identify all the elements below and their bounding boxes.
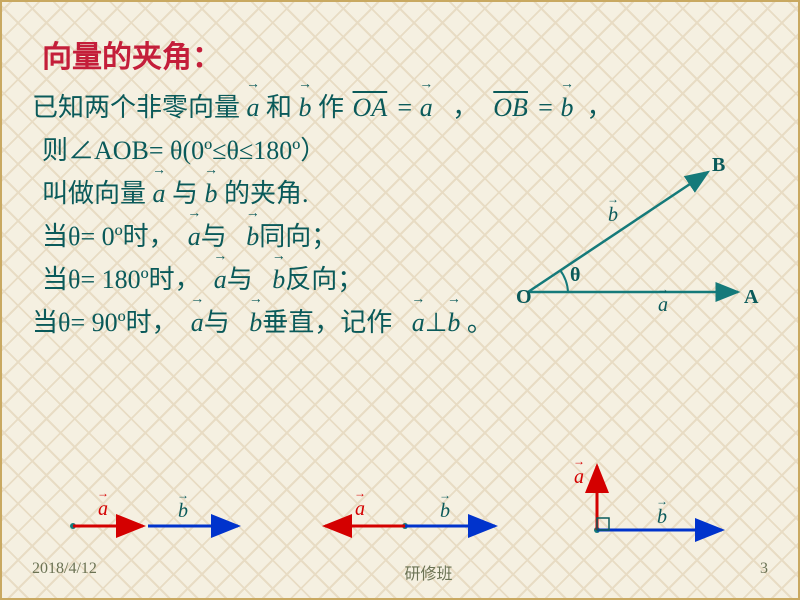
text: 反向； <box>285 265 363 294</box>
label-b: →b <box>178 500 188 523</box>
footer-center: 研修班 <box>404 560 452 584</box>
label-A: A <box>744 286 758 309</box>
slide: 向量的夹角： 已知两个非零向量 a 和 b 作 OA = a ， OB = b … <box>2 2 798 598</box>
vector-a: a <box>153 174 166 213</box>
label-b: →b <box>657 506 667 529</box>
perpendicular-diagram: →a →b <box>562 458 742 548</box>
label-a: →a <box>355 498 365 521</box>
label-O: O <box>516 286 532 309</box>
perp-symbol: ⊥ <box>425 308 448 337</box>
vector-b: b <box>249 303 262 342</box>
text: 与 <box>204 308 230 337</box>
text: 叫做向量 <box>42 179 146 208</box>
footer: 2018/4/12 研修班 3 <box>32 560 768 584</box>
text: 已知两个非零向量 <box>32 93 240 122</box>
eq: = <box>389 93 420 122</box>
vector-b: b <box>299 88 312 127</box>
vector-b: b <box>246 217 259 256</box>
text: ， <box>587 93 613 122</box>
text: 作 <box>318 93 344 122</box>
text: 当θ= 90º时， <box>32 308 178 337</box>
vector-b: b <box>561 88 574 127</box>
eq: = <box>530 93 561 122</box>
label-a: →a <box>98 498 108 521</box>
label-theta: θ <box>570 264 580 287</box>
label-B: B <box>712 154 725 177</box>
angle-svg <box>508 142 768 322</box>
mini-diagrams-row: →a →b →a →b →a →b <box>32 458 768 548</box>
vector-a: a <box>188 217 201 256</box>
text: 当θ= 0º时， <box>42 222 175 251</box>
footer-page: 3 <box>760 560 768 584</box>
vector-a: a <box>420 88 433 127</box>
label-a: →a <box>658 294 668 317</box>
same-direction-diagram: →a →b <box>58 478 258 548</box>
label-b: →b <box>608 204 618 227</box>
angle-diagram: O A B →a →b θ <box>508 142 768 322</box>
text: ， <box>452 93 478 122</box>
line-1: 已知两个非零向量 a 和 b 作 OA = a ， OB = b ， <box>32 88 768 127</box>
vector-a: a <box>247 88 260 127</box>
text: 和 <box>266 93 292 122</box>
label-b: →b <box>440 500 450 523</box>
text: 垂直，记作 <box>262 308 392 337</box>
vector-b: b <box>272 260 285 299</box>
seg-ob: OB <box>491 93 530 122</box>
vector-a: a <box>214 260 227 299</box>
vector-a: a <box>412 303 425 342</box>
text: 当θ= 180º时， <box>42 265 201 294</box>
text: 的夹角. <box>224 179 309 208</box>
footer-date: 2018/4/12 <box>32 560 97 584</box>
opposite-direction-diagram: →a →b <box>310 478 510 548</box>
label-a: →a <box>574 466 584 489</box>
text: 。 <box>467 308 493 337</box>
slide-title: 向量的夹角： <box>42 32 768 76</box>
vector-a: a <box>191 303 204 342</box>
vector-b: b <box>205 174 218 213</box>
seg-oa: OA <box>351 93 390 122</box>
vector-b: b <box>447 303 460 342</box>
